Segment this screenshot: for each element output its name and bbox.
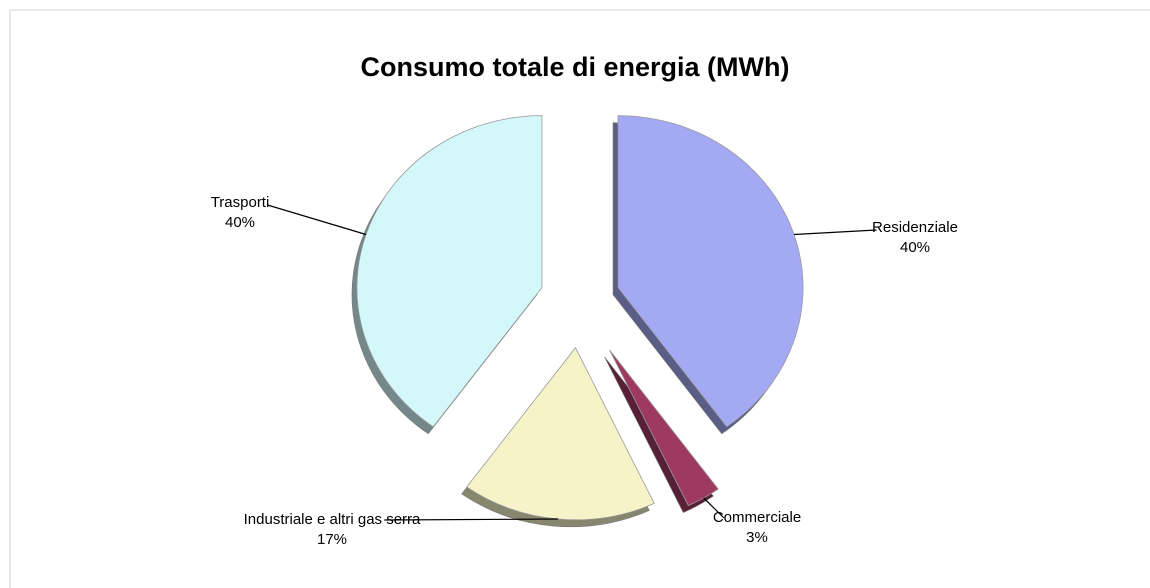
leader-line [793, 229, 877, 236]
slice [466, 347, 655, 521]
leader-line [703, 497, 725, 519]
slice-category: Industriale e altri gas serra [243, 511, 421, 528]
slice-category: Trasporti [210, 194, 270, 211]
leader-line [384, 518, 559, 521]
slice-label: Commerciale 3% [697, 508, 817, 548]
slice-value-label: 17% [316, 531, 348, 548]
chart-title: Consumo totale di energia (MWh) [360, 52, 790, 82]
slice-category: Residenziale [872, 219, 958, 236]
slice-category: Commerciale [712, 509, 802, 526]
slice-label: Trasporti 40% [190, 193, 290, 233]
slice-label: Residenziale 40% [845, 218, 985, 258]
slice-label: Industriale e altri gas serra 17% [237, 510, 427, 550]
slice [617, 115, 804, 428]
leader-line [267, 204, 367, 236]
slice-value-label: 40% [899, 239, 931, 256]
frame [9, 9, 1150, 588]
slice-value-label: 40% [224, 214, 256, 231]
slice-value-label: 3% [746, 529, 768, 546]
